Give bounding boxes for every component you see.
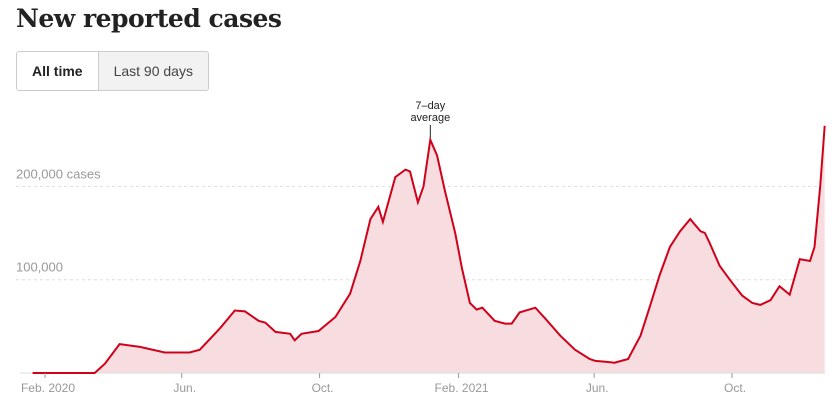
y-tick-label: 100,000 bbox=[16, 260, 63, 275]
annotation-line1: 7–day bbox=[415, 100, 445, 112]
x-tick-label: Oct. bbox=[724, 381, 746, 395]
average-annotation: 7–day average bbox=[410, 100, 450, 138]
x-tick-label: Jun. bbox=[173, 381, 196, 395]
cases-area bbox=[32, 125, 825, 373]
cases-line bbox=[32, 125, 826, 374]
y-tick-label: 200,000 cases bbox=[16, 166, 101, 181]
x-tick-label: Oct. bbox=[312, 381, 334, 395]
x-tick-label: Feb. 2021 bbox=[435, 381, 489, 395]
all-time-button[interactable]: All time bbox=[17, 52, 99, 90]
annotation-line2: average bbox=[410, 112, 450, 124]
time-range-toggle: All time Last 90 days bbox=[16, 51, 209, 91]
last-90-days-button[interactable]: Last 90 days bbox=[98, 52, 208, 90]
page-title: New reported cases bbox=[16, 4, 282, 33]
x-tick-label: Jun. bbox=[586, 381, 609, 395]
x-tick-label: Feb. 2020 bbox=[21, 381, 75, 395]
